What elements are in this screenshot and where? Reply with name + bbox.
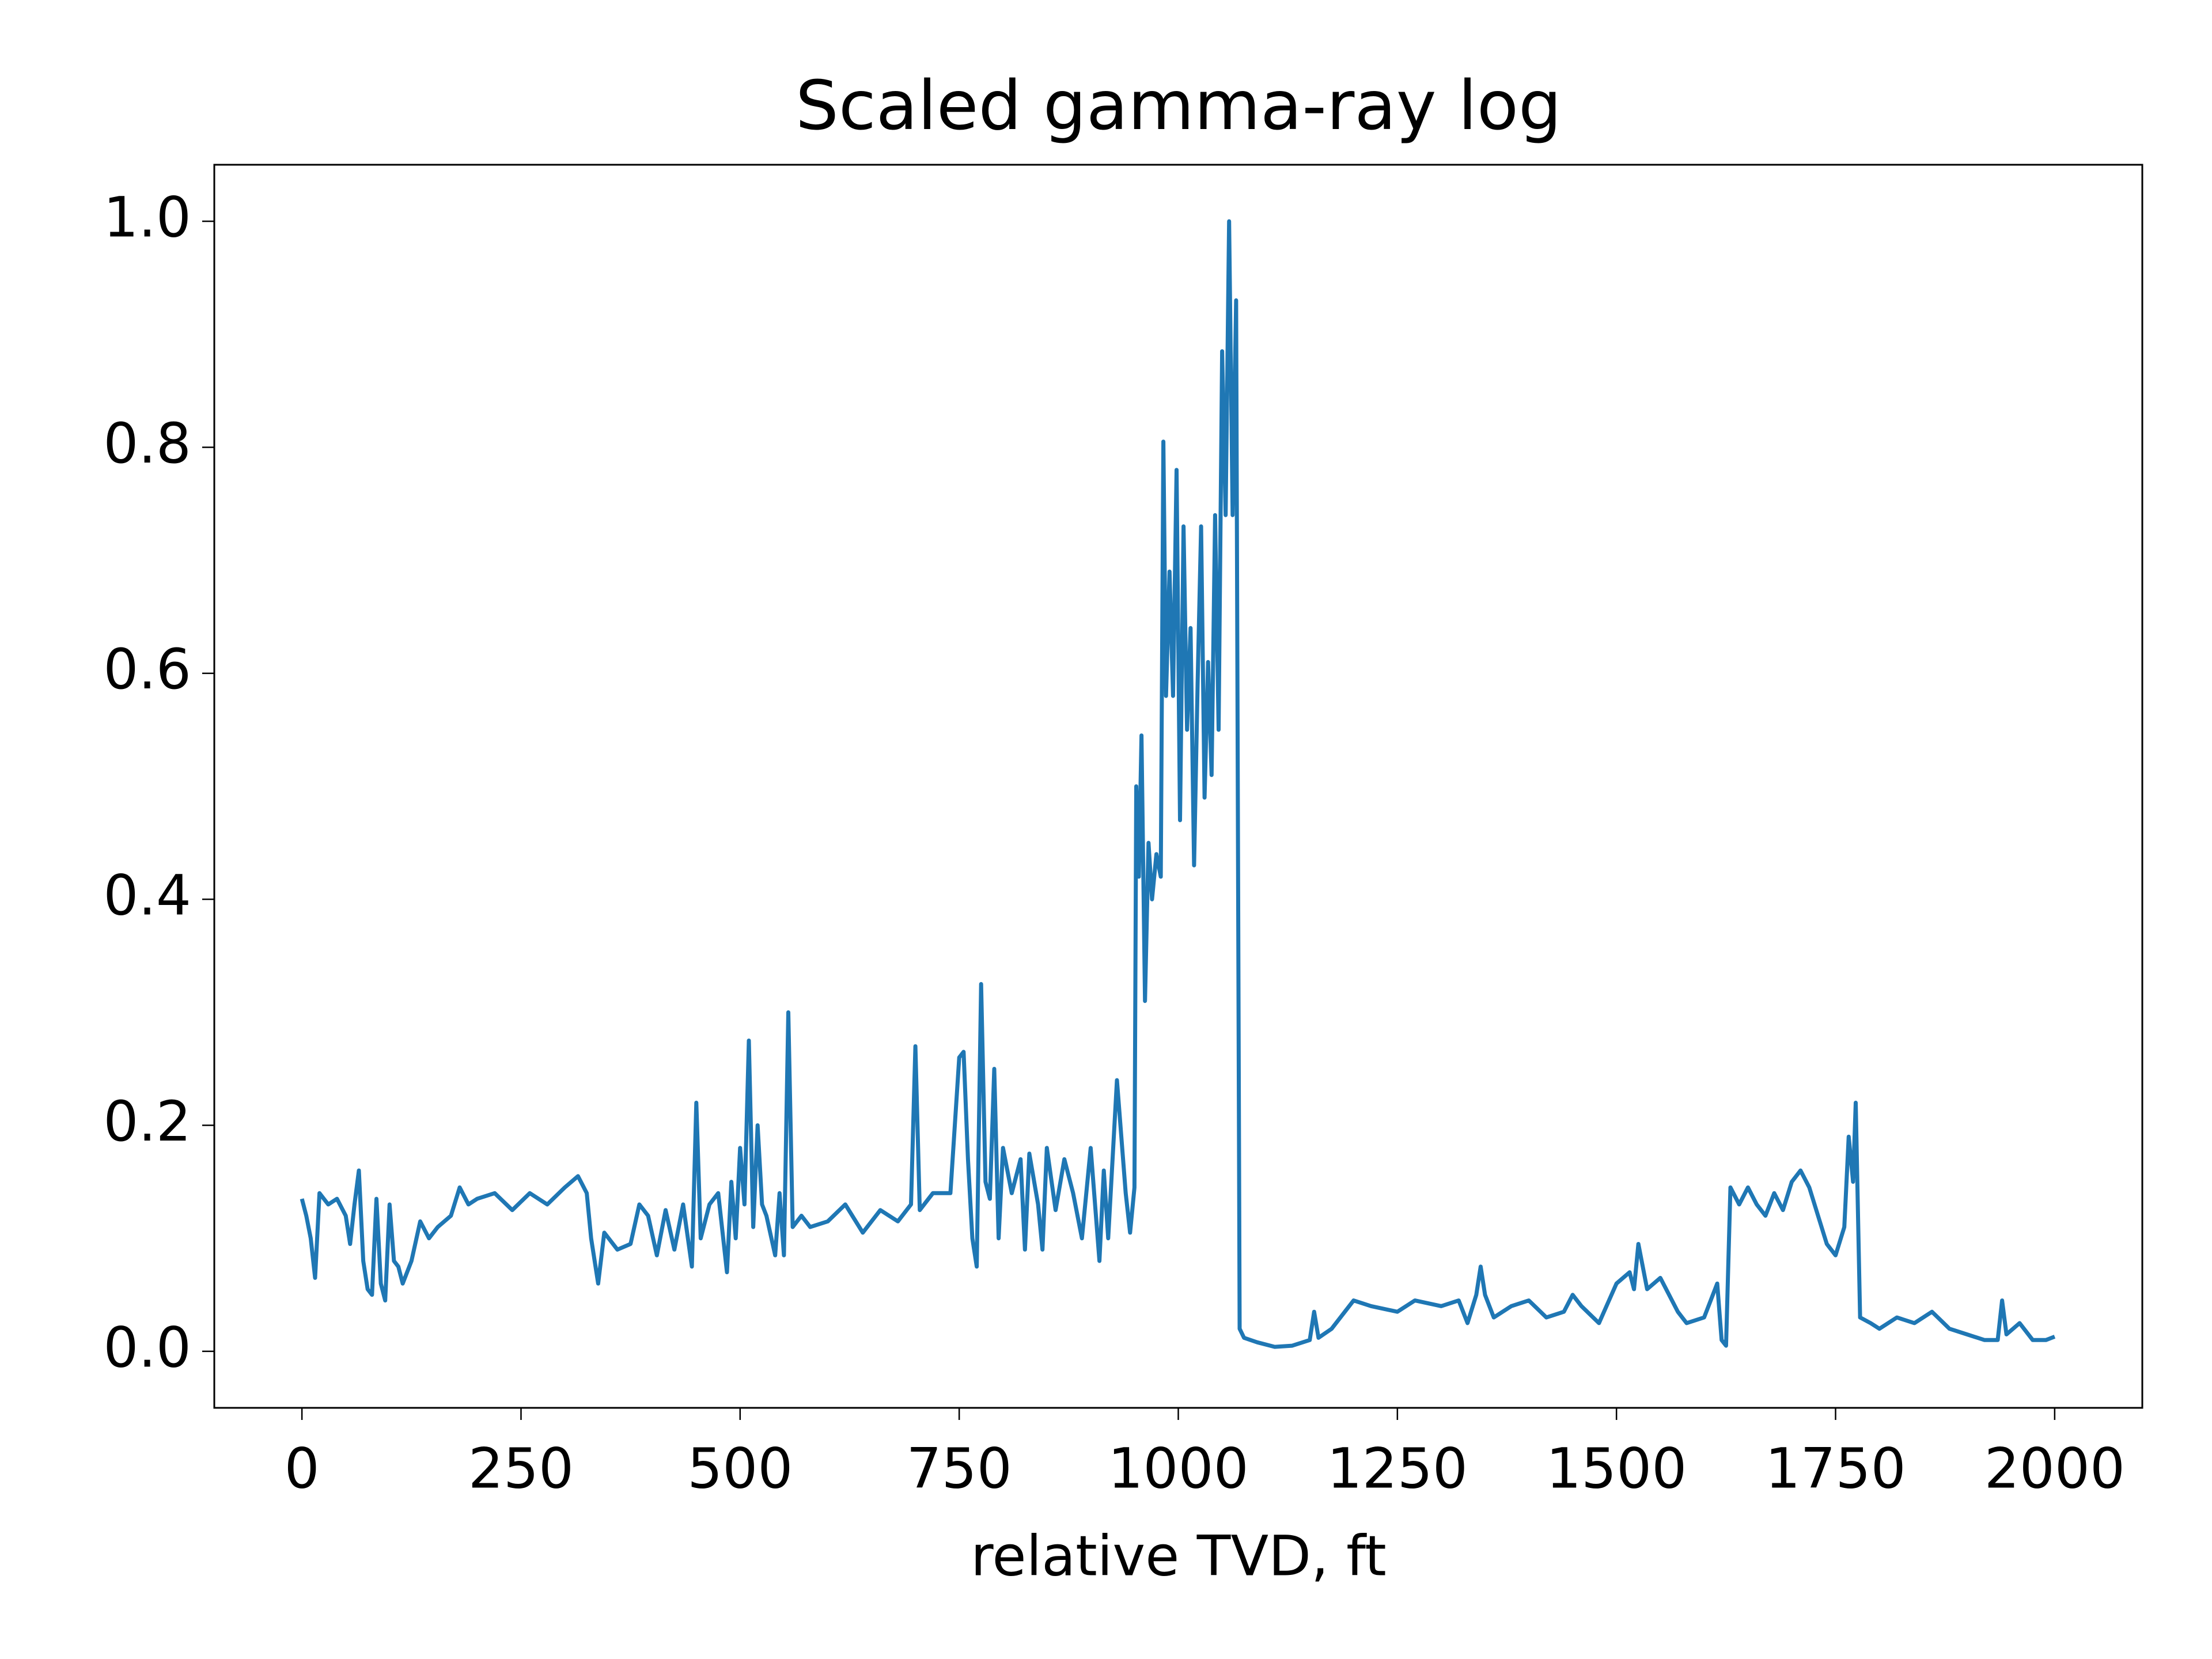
- x-tick-label: 500: [687, 1436, 793, 1501]
- x-tick-label: 1500: [1546, 1436, 1687, 1501]
- y-tick-label: 0.6: [103, 637, 191, 702]
- x-axis-label: relative TVD, ft: [971, 1524, 1387, 1588]
- plot-frame: [213, 164, 2143, 1409]
- x-tick-label: 1250: [1327, 1436, 1468, 1501]
- x-tick-label: 750: [907, 1436, 1012, 1501]
- chart-title: Scaled gamma-ray log: [796, 66, 1562, 145]
- x-tick-label: 250: [468, 1436, 574, 1501]
- y-tick-label: 0.2: [103, 1089, 191, 1154]
- y-tick-label: 0.8: [103, 411, 191, 476]
- y-tick-label: 0.0: [103, 1315, 191, 1380]
- x-tick-label: 0: [285, 1436, 320, 1501]
- y-tick-label: 1.0: [103, 185, 191, 249]
- data-line: [300, 219, 2056, 1349]
- y-tick-label: 0.4: [103, 863, 191, 928]
- x-tick-label: 1000: [1108, 1436, 1248, 1501]
- x-tick-label: 1750: [1765, 1436, 1906, 1501]
- x-tick-label: 2000: [1984, 1436, 2125, 1501]
